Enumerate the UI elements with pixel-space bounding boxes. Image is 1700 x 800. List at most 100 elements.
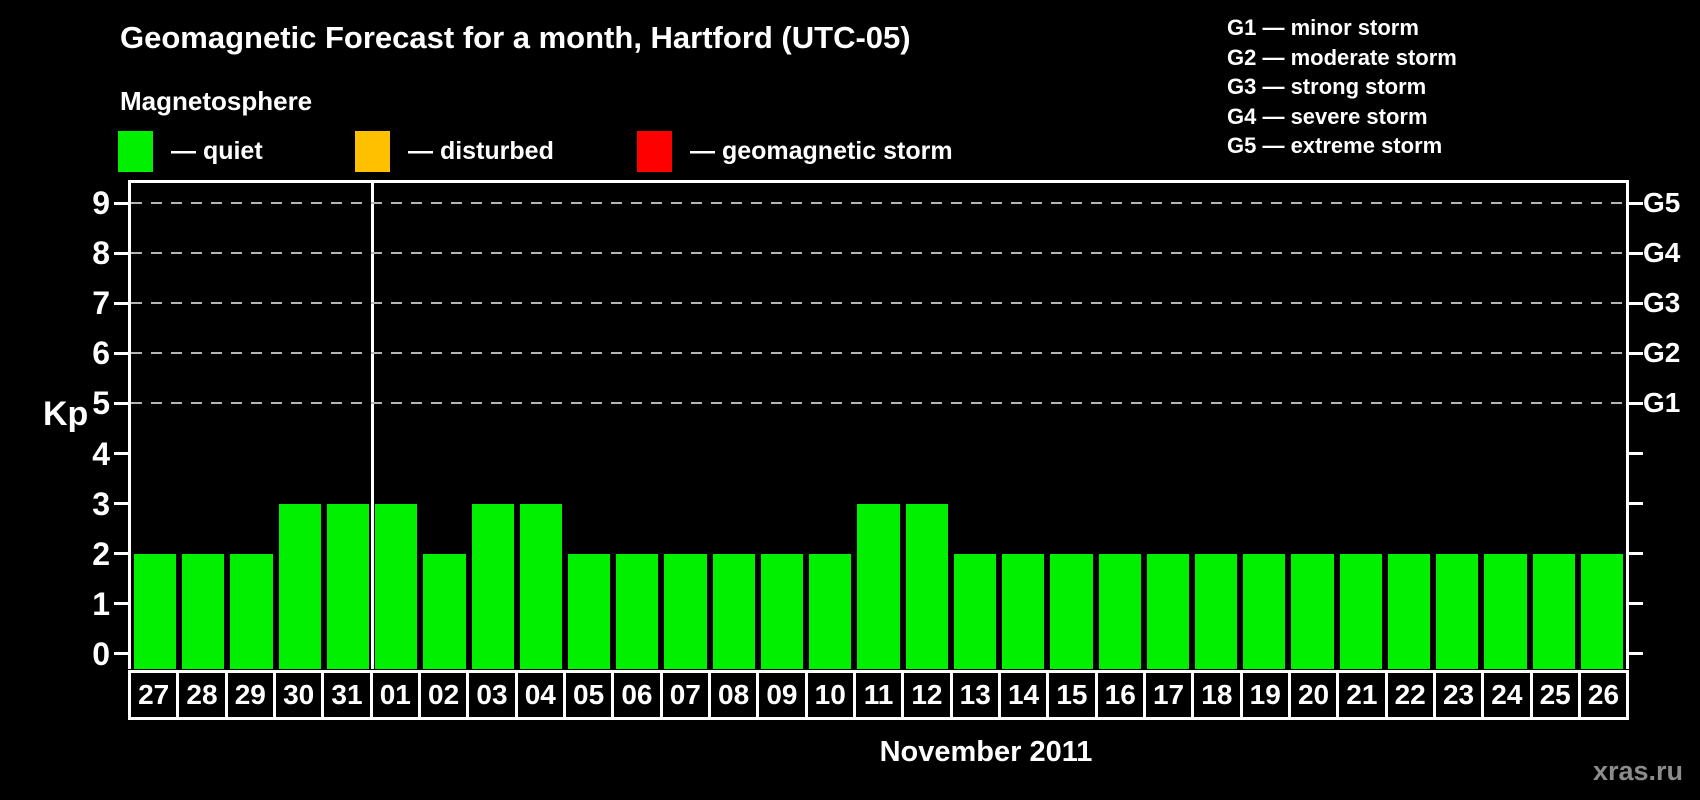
y-axis-label-kp: Kp — [43, 395, 89, 433]
day-label-08: 08 — [707, 673, 756, 717]
kp-bar-day-31 — [326, 503, 370, 669]
day-label-25: 25 — [1529, 673, 1578, 717]
y-tick-left-5 — [114, 401, 128, 405]
gridline-kp-6 — [131, 352, 1626, 355]
day-label-09: 09 — [756, 673, 804, 717]
legend-item-storm: — geomagnetic storm — [637, 128, 953, 174]
day-label-06: 06 — [611, 673, 659, 717]
y-tick-left-6 — [114, 351, 128, 355]
day-label-29: 29 — [224, 673, 273, 717]
kp-bar-day-16 — [1098, 553, 1141, 669]
y-tick-label-9: 9 — [92, 185, 110, 222]
y-tick-right-2 — [1629, 552, 1643, 556]
y-tick-left-2 — [114, 552, 128, 556]
kp-bar-day-29 — [230, 553, 273, 669]
legend-label-storm: — geomagnetic storm — [690, 136, 953, 165]
y-tick-right-8 — [1629, 251, 1643, 255]
g-scale-legend-item-3: G3 — strong storm — [1227, 74, 1427, 99]
y-tick-left-7 — [114, 301, 128, 305]
g-scale-legend-item-5: G5 — extreme storm — [1227, 133, 1443, 158]
g-scale-legend-item-4: G4 — severe storm — [1227, 103, 1428, 129]
y-tick-right-5 — [1629, 401, 1643, 405]
day-label-28: 28 — [176, 673, 224, 717]
g-scale-legend-item-1: G1 — minor storm — [1227, 15, 1419, 40]
kp-bar-day-09 — [760, 553, 804, 669]
day-label-26: 26 — [1577, 673, 1626, 717]
y-tick-label-4: 4 — [92, 435, 110, 472]
quiet-color-swatch — [118, 130, 153, 172]
y-tick-left-4 — [114, 452, 128, 456]
day-label-22: 22 — [1384, 673, 1433, 717]
legend-item-disturbed: — disturbed — [355, 128, 554, 174]
kp-bar-day-10 — [809, 553, 852, 669]
storm-color-swatch — [637, 130, 672, 172]
y-tick-left-3 — [114, 502, 128, 506]
right-axis-label-g4: G4 — [1643, 237, 1681, 269]
day-label-20: 20 — [1287, 673, 1336, 717]
plot-area: Kp 0 1 2 3 4 5 6 7 8 9 G1 G2 G3 G4 G5 — [43, 180, 1680, 672]
y-tick-label-3: 3 — [92, 485, 110, 522]
chart-title: Geomagnetic Forecast for a month, Hartfo… — [120, 20, 911, 55]
day-label-17: 17 — [1142, 673, 1191, 717]
kp-bar-day-22 — [1387, 553, 1431, 669]
kp-bar-day-15 — [1050, 553, 1093, 669]
day-label-14: 14 — [997, 673, 1046, 717]
day-label-30: 30 — [272, 673, 321, 717]
kp-bar-day-25 — [1532, 553, 1575, 669]
kp-bar-day-24 — [1484, 553, 1527, 669]
day-label-19: 19 — [1239, 673, 1288, 717]
y-tick-right-3 — [1629, 502, 1643, 506]
g-scale-legend: G1 — minor storm G2 — moderate storm G3 — … — [1227, 13, 1457, 161]
x-axis-day-labels: 27 28 29 30 31 01 02 03 04 05 06 07 08 09 10 11 12 13 14 15… — [128, 670, 1629, 720]
day-label-18: 18 — [1191, 673, 1239, 717]
y-tick-label-8: 8 — [92, 235, 110, 272]
y-tick-label-2: 2 — [92, 535, 110, 572]
y-tick-label-0: 0 — [92, 635, 110, 672]
day-label-11: 11 — [852, 673, 901, 717]
y-tick-left-9 — [114, 201, 128, 205]
gridline-kp-8 — [131, 252, 1626, 255]
y-tick-left-0 — [114, 652, 128, 656]
y-tick-right-4 — [1629, 452, 1643, 456]
right-axis-label-g5: G5 — [1643, 187, 1681, 219]
legend-label-disturbed: — disturbed — [408, 136, 554, 165]
y-tick-label-1: 1 — [92, 585, 110, 622]
kp-bar-day-06 — [616, 553, 659, 669]
gridline-kp-5 — [131, 402, 1626, 405]
kp-bar-day-17 — [1146, 553, 1189, 669]
day-label-24: 24 — [1481, 673, 1529, 717]
day-label-27: 27 — [138, 679, 170, 710]
kp-bar-day-05 — [568, 553, 611, 669]
right-axis-label-g2: G2 — [1643, 337, 1681, 369]
right-axis-label-g1: G1 — [1643, 387, 1681, 419]
disturbed-color-swatch — [355, 130, 390, 172]
kp-bar-day-28 — [182, 553, 225, 669]
day-label-16: 16 — [1094, 673, 1143, 717]
day-label-10: 10 — [804, 673, 853, 717]
day-label-15: 15 — [1046, 673, 1094, 717]
day-label-01: 01 — [369, 673, 418, 717]
y-tick-label-7: 7 — [92, 285, 110, 322]
right-axis-label-g3: G3 — [1643, 287, 1681, 319]
x-axis-title: November 2011 — [879, 736, 1093, 768]
kp-bar-day-13 — [953, 553, 997, 669]
day-label-05: 05 — [562, 673, 611, 717]
day-label-31: 31 — [321, 673, 369, 717]
legend-label-quiet: — quiet — [171, 136, 263, 165]
day-label-23: 23 — [1432, 673, 1481, 717]
y-tick-left-8 — [114, 251, 128, 255]
kp-bar-day-03 — [471, 503, 514, 669]
kp-bar-day-27 — [134, 553, 177, 669]
g-scale-legend-item-2: G2 — moderate storm — [1227, 44, 1457, 70]
kp-bar-day-20 — [1291, 553, 1334, 669]
kp-bar-day-01 — [375, 503, 418, 669]
day-label-07: 07 — [659, 673, 708, 717]
day-label-12: 12 — [901, 673, 949, 717]
day-label-21: 21 — [1336, 673, 1384, 717]
day-label-03: 03 — [466, 673, 514, 717]
day-label-13: 13 — [949, 673, 998, 717]
month-boundary-line — [370, 183, 374, 669]
kp-bar-day-11 — [857, 503, 900, 669]
magnetosphere-legend: — quiet — disturbed — geomagnetic storm — [0, 128, 1100, 174]
